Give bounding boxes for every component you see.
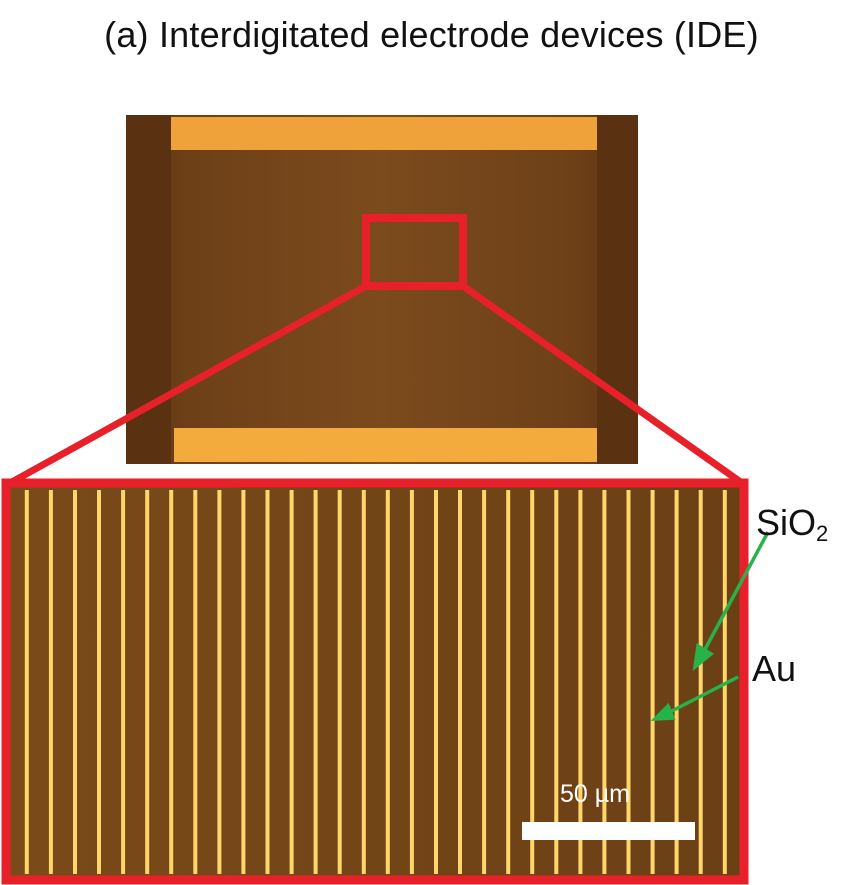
electrode-finger [97,490,101,874]
electrode-finger [313,490,318,874]
electrode-finger [169,490,174,874]
electrode-finger [145,490,150,874]
electrode-finger [265,490,270,874]
au-arrow-line [665,675,739,716]
electrode-finger [121,490,126,874]
scale-bar [522,822,695,840]
zoom-source-box [362,214,467,290]
electrode-finger [650,490,655,874]
electrode-finger [193,490,198,874]
electrode-finger [24,490,29,874]
electrode-finger [554,490,559,874]
electrode-finger [698,490,703,874]
electrode-finger [241,490,246,874]
sio2-label: SiO2 [756,502,829,546]
au-label: Au [752,648,797,689]
electrode-finger [506,490,511,874]
top-electrode-pad [171,117,597,150]
zoom-substrate [10,487,740,877]
zoom-indicator [8,214,745,487]
electrode-finger [626,490,631,874]
au-arrow-head [650,702,676,722]
sio2-arrow-head [692,643,715,672]
zoom-micrograph [1,478,749,885]
zoom-frame [1,478,749,885]
electrode-finger [217,490,222,874]
electrode-finger [409,490,414,874]
electrode-finger [530,490,535,874]
figure-title: (a) Interdigitated electrode devices (ID… [104,14,759,55]
electrode-finger [578,490,583,874]
electrode-finger [337,490,342,874]
annotation-arrows [650,531,770,722]
electrode-finger [361,490,366,874]
chip-right-edge [597,115,638,464]
electrode-finger [602,490,607,874]
electrode-finger [458,490,462,874]
electrode-finger [48,490,53,874]
zoom-line-right [460,283,745,486]
electrode-fingers [24,490,727,874]
bottom-electrode-pad [174,428,597,462]
electrode-finger [674,490,679,874]
electrode-finger [73,490,77,874]
zoom-line-left [8,282,368,487]
sio2-arrow-line [700,531,770,656]
electrode-finger [434,490,438,874]
electrode-finger [482,490,487,874]
scale-bar-label: 50 µm [560,780,630,808]
electrode-finger [385,490,390,874]
electrode-finger [289,490,294,874]
